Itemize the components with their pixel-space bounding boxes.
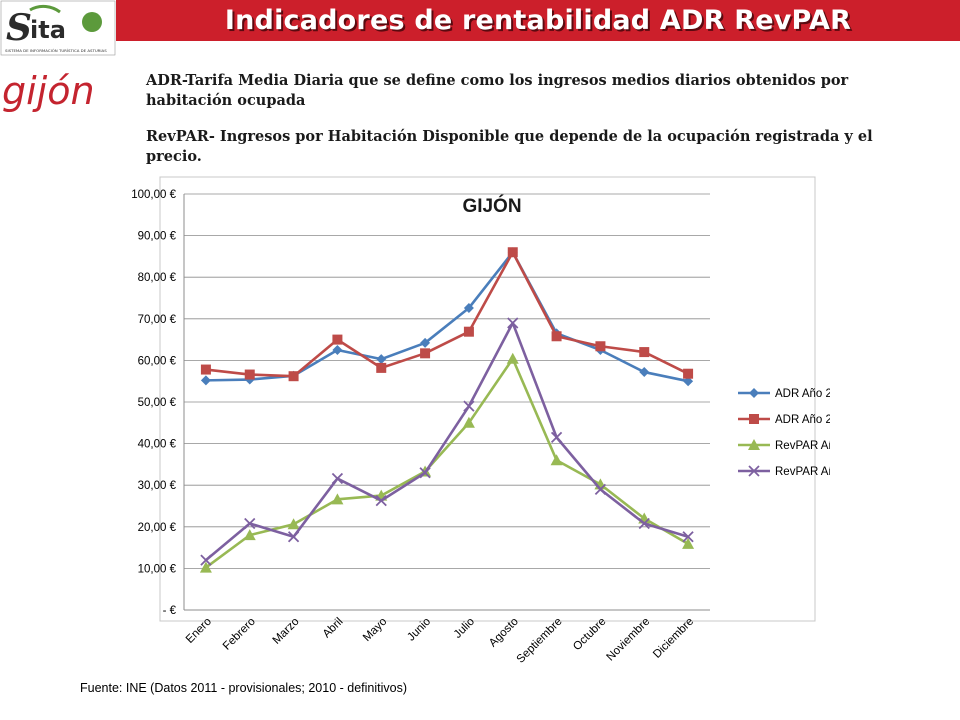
gijon-logo-text: gijón <box>2 69 95 113</box>
data-point <box>419 467 431 479</box>
chart-title: GIJÓN <box>462 195 521 217</box>
legend-label: RevPAR Año 2011 <box>775 466 830 478</box>
series-line <box>205 250 689 378</box>
data-point <box>749 388 759 398</box>
data-point <box>287 531 300 543</box>
data-point-stroke <box>463 400 475 412</box>
data-point <box>244 517 256 530</box>
data-point-stroke <box>748 465 760 477</box>
data-point <box>463 302 474 313</box>
data-point <box>748 465 760 477</box>
y-tick-label: 50,00 € <box>138 397 177 409</box>
data-point <box>551 331 562 342</box>
svg-text:ita: ita <box>30 16 66 44</box>
line-chart: - € 10,00 € 20,00 € 30,00 € 40,00 € 50,00 € 60… <box>131 176 830 666</box>
data-point <box>639 347 650 358</box>
data-point <box>375 494 387 507</box>
gijon-logo: gijón <box>2 69 95 113</box>
data-point <box>639 367 650 378</box>
source-note: Fuente: INE (Datos 2011 - provisionales;… <box>80 681 408 695</box>
data-point <box>420 348 431 359</box>
data-point <box>331 493 344 505</box>
data-point <box>463 326 474 337</box>
data-point <box>332 345 343 355</box>
data-point <box>507 317 519 329</box>
data-point <box>463 400 475 412</box>
revpar-definition: RevPAR- Ingresos por Habitación Disponib… <box>146 128 873 165</box>
y-tick-label: 40,00 € <box>138 439 177 451</box>
data-point-stroke <box>594 483 607 495</box>
y-tick-label: 20,00 € <box>138 522 177 534</box>
data-point <box>595 341 606 352</box>
legend-label: RevPAR Año 2010 <box>775 440 830 452</box>
adr-definition: ADR-Tarifa Media Diaria que se define co… <box>146 72 849 109</box>
data-point <box>594 483 607 495</box>
data-point <box>376 362 387 373</box>
data-point-stroke <box>200 554 212 566</box>
data-point <box>243 529 256 541</box>
data-point-stroke <box>682 531 694 543</box>
series-line <box>205 321 689 562</box>
data-point <box>683 368 694 379</box>
data-point <box>550 454 563 466</box>
svg-text:S: S <box>6 7 32 49</box>
data-point <box>550 431 563 443</box>
y-tick-label: 80,00 € <box>138 272 177 284</box>
data-point <box>376 354 387 365</box>
data-point-stroke <box>244 517 256 530</box>
data-point <box>287 518 300 530</box>
data-point <box>288 371 299 382</box>
y-tick-label: 30,00 € <box>138 480 177 492</box>
legend-label: ADR Año 2010 <box>775 388 830 400</box>
data-point <box>506 352 519 364</box>
y-tick-label: 70,00 € <box>138 314 177 326</box>
data-point <box>507 247 518 258</box>
data-point <box>200 364 211 375</box>
y-tick-label: 100,00 € <box>131 189 176 201</box>
data-point <box>748 439 760 450</box>
data-point <box>462 416 475 428</box>
x-tick-label: Septiembre <box>515 616 565 666</box>
data-point <box>638 517 650 530</box>
data-point <box>331 472 344 485</box>
data-point <box>200 554 212 566</box>
data-point <box>749 414 759 424</box>
chart-area <box>159 176 816 622</box>
y-tick-label: 60,00 € <box>138 355 177 367</box>
data-point <box>420 337 431 348</box>
data-point <box>682 531 694 543</box>
data-point-stroke <box>507 317 519 329</box>
y-tick-label: - € <box>163 605 177 617</box>
sita-logo-subtitle: SISTEMA DE INFORMACIÓN TURÍSTICA DE ASTU… <box>5 48 107 53</box>
page-title: Indicadores de rentabilidad ADR RevPAR <box>224 5 852 36</box>
data-point-stroke <box>419 467 431 479</box>
x-tick-label: Diciembre <box>651 616 696 661</box>
series-line <box>205 357 689 569</box>
data-point-stroke <box>287 531 300 543</box>
data-point <box>244 369 255 380</box>
data-point-stroke <box>375 494 387 507</box>
page-title-bar: Indicadores de rentabilidad ADR RevPAR <box>116 0 960 41</box>
data-point-stroke <box>550 431 563 443</box>
y-tick-label: 90,00 € <box>138 231 177 243</box>
data-point <box>200 375 211 386</box>
x-tick-label: Noviembre <box>605 616 653 664</box>
legend-label: ADR Año 2011 <box>775 414 830 426</box>
data-point <box>332 334 343 345</box>
sita-logo: S ita SISTEMA DE INFORMACIÓN TURÍSTICA D… <box>0 0 116 56</box>
data-point <box>199 561 212 573</box>
y-tick-label: 10,00 € <box>138 563 177 575</box>
data-point-stroke <box>638 517 650 530</box>
data-point-stroke <box>331 472 344 485</box>
data-point <box>682 537 695 549</box>
